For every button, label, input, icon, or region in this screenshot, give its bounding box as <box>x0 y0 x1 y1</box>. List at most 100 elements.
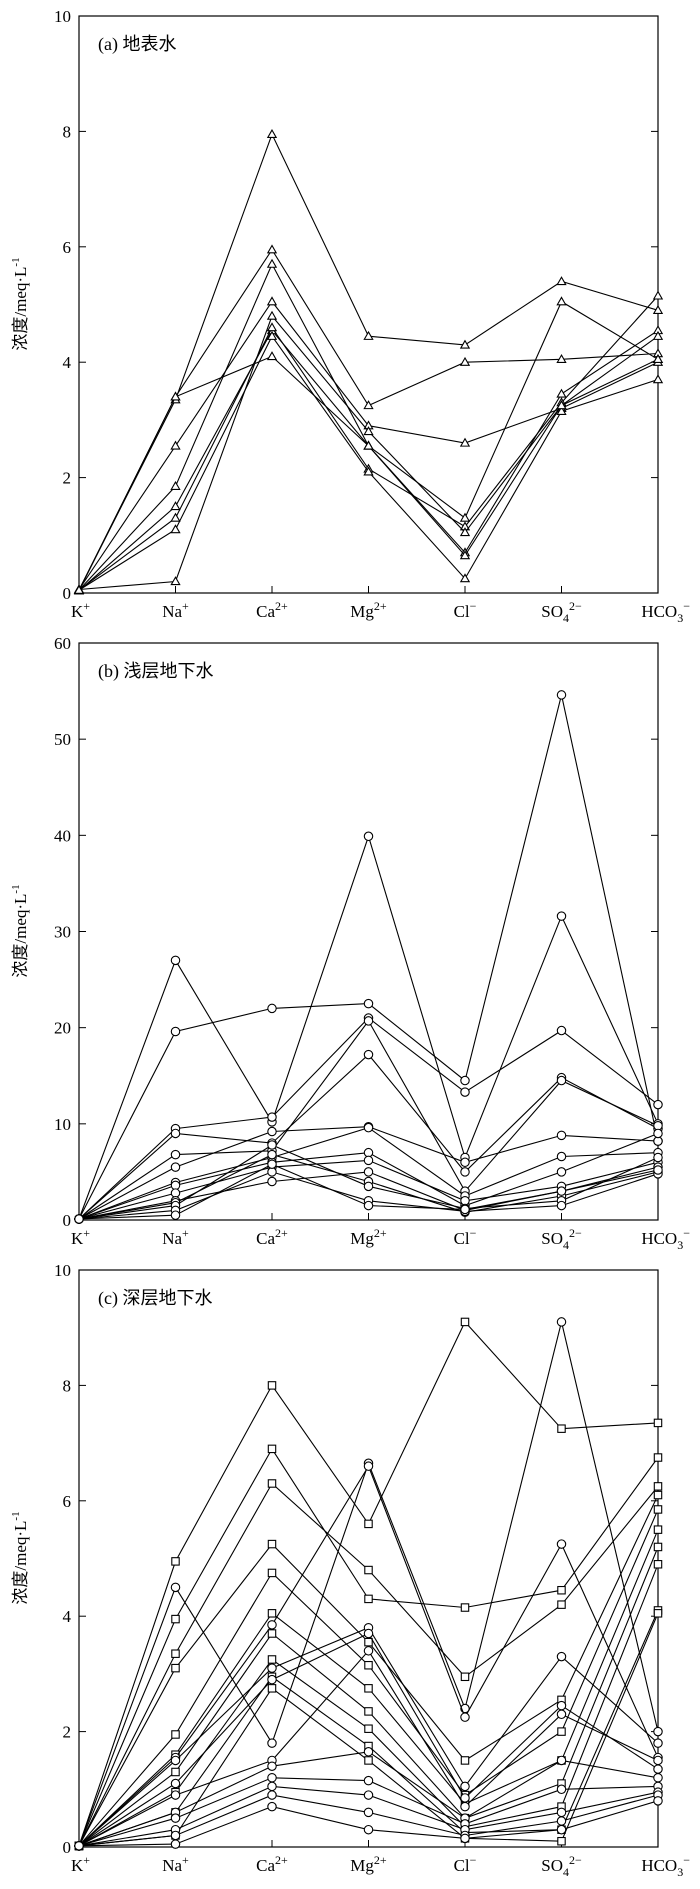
circle-marker <box>363 831 374 842</box>
y-tick-label: 40 <box>54 826 71 845</box>
circle-marker <box>170 1180 181 1191</box>
y-tick-label: 0 <box>63 1211 72 1230</box>
square-marker <box>171 1730 180 1739</box>
circle-marker <box>267 1112 277 1122</box>
series-line <box>78 1546 659 1847</box>
plot-frame <box>78 642 659 1221</box>
square-marker <box>460 1603 470 1612</box>
square-marker <box>171 1614 180 1624</box>
series-line <box>78 694 659 1220</box>
circle-marker <box>556 1700 567 1711</box>
panel-a: (a) 地表水 浓度/meq·L-1 0 2 4 6 8 10 K+ Na+ Ca2+ Mg2+… <box>10 7 690 625</box>
square-marker <box>460 1317 470 1327</box>
circle-marker <box>363 1147 374 1158</box>
triangle-marker <box>170 512 181 522</box>
x-tick-label: Ca2+ <box>256 599 288 621</box>
square-marker <box>171 1663 180 1673</box>
square-marker <box>460 1756 470 1765</box>
x-tick-label: Mg2+ <box>350 1853 387 1875</box>
y-tick-label: 50 <box>54 730 71 749</box>
triangle-marker <box>170 524 181 534</box>
triangle-marker <box>459 527 471 537</box>
series-line <box>78 248 659 591</box>
circle-marker <box>170 1026 181 1037</box>
square-marker <box>364 1684 373 1693</box>
circle-marker <box>267 1140 277 1150</box>
series-line <box>78 335 659 591</box>
square-marker <box>171 1767 180 1777</box>
x-tick-label: K+ <box>71 1226 90 1248</box>
series-line <box>78 1564 659 1847</box>
square-marker <box>267 1479 277 1488</box>
y-axis-label: 浓度/meq·L-1 <box>10 884 30 977</box>
triangle-marker <box>459 512 471 522</box>
circle-marker <box>363 1049 374 1060</box>
y-tick-label: 4 <box>63 353 72 372</box>
y-tick-label: 10 <box>54 7 71 26</box>
circle-marker <box>170 1830 181 1841</box>
square-marker <box>653 1482 663 1491</box>
square-marker <box>171 1649 180 1658</box>
y-tick-label: 0 <box>63 1838 72 1857</box>
x-tick-label: SO42− <box>541 1853 582 1879</box>
circle-marker <box>170 1210 181 1220</box>
x-tick-label: K+ <box>71 599 90 621</box>
circle-marker <box>170 1149 181 1160</box>
y-tick-label: 10 <box>54 1261 71 1280</box>
x-tick-label: K+ <box>71 1853 90 1875</box>
triangle-marker <box>266 296 278 306</box>
triangle-marker <box>73 584 85 594</box>
triangle-marker <box>363 400 374 410</box>
circle-marker <box>653 1136 663 1146</box>
y-ticks: 0 2 4 6 8 10 <box>54 7 658 603</box>
triangle-marker <box>170 501 181 511</box>
x-tick-label: Na+ <box>162 1226 189 1248</box>
triangle-marker <box>459 550 471 560</box>
x-ticks: K+ Na+ Ca2+ Mg2+ Cl− SO42− HCO3− <box>71 1213 690 1252</box>
square-marker <box>364 1637 373 1647</box>
square-marker <box>171 1557 180 1566</box>
y-tick-label: 30 <box>54 923 71 942</box>
circle-marker <box>170 1813 181 1823</box>
circle-marker <box>74 1214 84 1224</box>
square-marker <box>267 1609 277 1618</box>
y-tick-label: 4 <box>63 1607 72 1626</box>
series-line <box>78 1053 659 1220</box>
circle-marker <box>170 955 181 966</box>
circle-marker <box>267 1663 277 1673</box>
square-marker <box>364 1565 373 1575</box>
x-tick-label: Na+ <box>162 1853 189 1875</box>
y-tick-label: 20 <box>54 1019 71 1038</box>
circle-marker <box>556 1200 567 1211</box>
square-marker <box>267 1539 277 1549</box>
series-line <box>78 335 659 591</box>
square-marker <box>267 1629 277 1638</box>
square-marker <box>557 1836 566 1846</box>
circle-marker <box>460 1833 470 1844</box>
x-tick-label: Mg2+ <box>350 1226 387 1248</box>
triangle-marker <box>266 310 278 320</box>
triangle-marker <box>459 356 471 366</box>
square-marker <box>653 1490 663 1500</box>
y-ticks: 0 2 4 6 8 10 <box>54 1261 658 1857</box>
circle-marker <box>267 1773 277 1783</box>
circle-marker <box>556 1317 567 1327</box>
circle-marker <box>556 1807 567 1818</box>
triangle-marker <box>266 351 278 361</box>
circle-marker <box>653 1738 663 1748</box>
x-tick-label: SO42− <box>541 1226 582 1252</box>
triangle-marker <box>459 437 471 447</box>
square-marker <box>364 1707 373 1716</box>
circle-marker <box>653 1152 663 1163</box>
triangle-marker <box>170 480 181 490</box>
circle-marker <box>460 1167 470 1177</box>
y-ticks: 0 10 20 30 40 50 60 <box>54 634 658 1230</box>
circle-marker <box>460 1712 470 1722</box>
circle-marker <box>363 1181 374 1192</box>
triangle-marker <box>363 466 374 476</box>
square-marker <box>267 1684 277 1693</box>
square-marker <box>364 1519 373 1529</box>
circle-marker <box>363 1167 374 1177</box>
panel-c: (c) 深层地下水 浓度/meq·L-1 0 2 4 6 8 10 K+ Na+ Ca2+ Mg… <box>10 1261 690 1879</box>
circle-marker <box>170 1790 181 1800</box>
